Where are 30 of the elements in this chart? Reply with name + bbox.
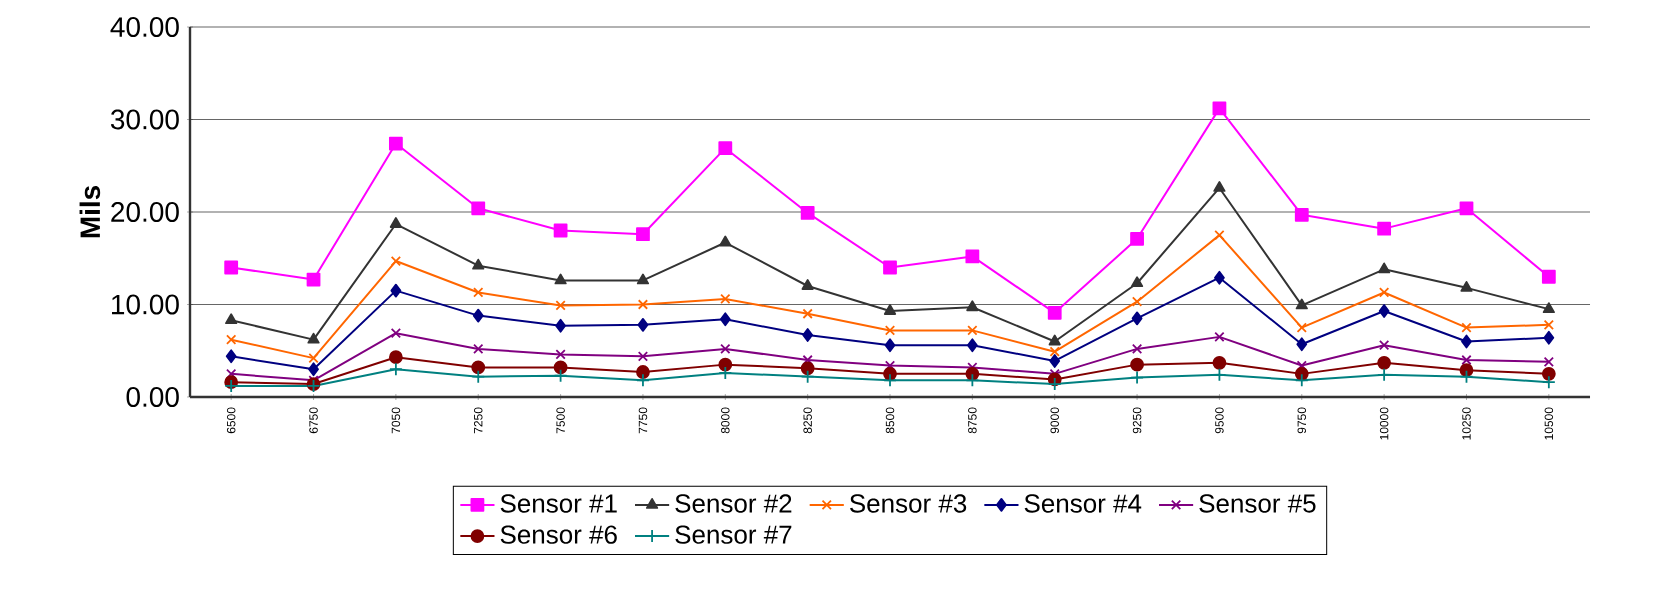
y-tick-label: 0.00 (126, 387, 179, 407)
x-tick-label: 7250 (474, 407, 483, 434)
x-tick-label: 6750 (309, 407, 318, 434)
legend-label: Sensor #7 (675, 525, 792, 544)
legend-label: Sensor #3 (850, 494, 967, 513)
x-tick-label: 8500 (885, 407, 895, 434)
x-tick-label: 10250 (1462, 407, 1471, 440)
x-tick-label: 7750 (638, 407, 648, 434)
legend-label: Sensor #5 (1199, 494, 1316, 513)
y-axis-title: Mils (79, 185, 101, 238)
x-tick-label: 7500 (556, 407, 565, 434)
x-tick-label: 10500 (1544, 407, 1554, 440)
y-tick-label: 40.00 (110, 17, 179, 37)
y-tick-label: 30.00 (110, 109, 179, 130)
x-tick-label: 9750 (1297, 407, 1307, 434)
x-tick-label: 8750 (968, 407, 977, 434)
x-tick-label: 10000 (1379, 407, 1389, 440)
legend-label: Sensor #4 (1024, 494, 1142, 513)
x-tick-label: 9250 (1132, 407, 1142, 434)
y-tick-label: 10.00 (112, 294, 179, 315)
legend-label: Sensor #1 (500, 494, 617, 513)
x-tick-label: 9500 (1215, 407, 1224, 434)
y-tick-label: 20.00 (111, 202, 179, 222)
x-tick-label: 8000 (721, 407, 730, 434)
x-tick-label: 8250 (803, 407, 812, 434)
legend-label: Sensor #6 (500, 525, 617, 544)
x-tick-label: 9000 (1050, 407, 1059, 434)
x-tick-label: 6500 (226, 407, 236, 434)
x-tick-label: 7050 (391, 407, 401, 434)
legend-label: Sensor #2 (675, 494, 792, 513)
